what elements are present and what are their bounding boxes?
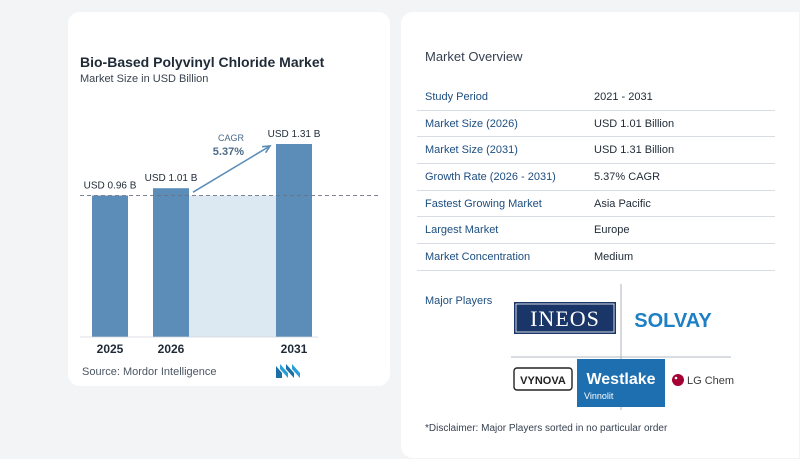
row-label: Growth Rate (2026 - 2031) [425, 170, 556, 183]
row-value: Europe [594, 224, 630, 237]
chart-title: Bio-Based Polyvinyl Chloride Market [80, 54, 325, 70]
table-row: Fastest Growing Market Asia Pacific [417, 191, 775, 218]
overview-table: Study Period 2021 - 2031 Market Size (202… [417, 84, 775, 271]
value-label: USD 0.96 B [84, 181, 137, 192]
row-label: Fastest Growing Market [425, 197, 542, 210]
bar-2025 [92, 195, 128, 337]
row-label: Largest Market [425, 224, 499, 237]
table-row: Study Period 2021 - 2031 [417, 84, 775, 111]
table-row: Growth Rate (2026 - 2031) 5.37% CAGR [417, 164, 775, 191]
westlake-logo: Westlake Vinnolit [577, 359, 665, 407]
value-label: USD 1.31 B [268, 129, 321, 140]
overview-card: Market Overview Study Period 2021 - 2031 … [401, 12, 799, 458]
cagr-value: 5.37% [213, 146, 244, 158]
lgchem-logo: LG Chem [672, 374, 734, 387]
row-label: Study Period [425, 90, 488, 103]
row-value: Medium [594, 250, 634, 263]
row-label: Market Size (2026) [425, 117, 518, 130]
source-note: Source: Mordor Intelligence [82, 366, 217, 378]
row-label: Market Concentration [425, 250, 531, 263]
cagr-label: CAGR [218, 133, 245, 143]
tick-label: 2031 [281, 342, 308, 356]
table-row: Market Size (2031) USD 1.31 Billion [417, 137, 775, 165]
player-logos: INEOS SOLVAY VYNOVA Westlake Vinnolit LG… [511, 284, 734, 410]
row-value: USD 1.31 Billion [594, 144, 675, 157]
vynova-logo: VYNOVA [513, 367, 573, 391]
bar-2026 [153, 188, 189, 337]
chart-subtitle: Market Size in USD Billion [80, 73, 209, 85]
disclaimer: *Disclaimer: Major Players sorted in no … [425, 423, 668, 434]
vinnolit-logo-text: Vinnolit [584, 391, 614, 401]
lg-logo-icon [672, 374, 684, 386]
table-row: Market Size (2026) USD 1.01 Billion [417, 111, 775, 138]
cagr-arrow [192, 145, 271, 193]
tick-label: 2026 [158, 342, 185, 356]
table-row: Largest Market Europe [417, 217, 775, 245]
tick-label: 2025 [97, 342, 124, 356]
solvay-logo-text: SOLVAY [634, 310, 712, 332]
bar-2031 [276, 144, 312, 337]
value-label: USD 1.01 B [145, 173, 198, 184]
westlake-logo-text: Westlake [586, 371, 655, 388]
lgchem-logo-text: LG Chem [687, 375, 734, 387]
growth-shade [189, 195, 276, 337]
row-label: Market Size (2031) [425, 144, 518, 157]
cagr-arrow-head [261, 145, 272, 154]
major-players-label: Major Players [425, 295, 493, 307]
overview-title: Market Overview [425, 49, 523, 64]
row-value: 5.37% CAGR [594, 170, 661, 183]
vynova-logo-text: VYNOVA [520, 375, 566, 387]
ineos-logo-text: INEOS [530, 306, 600, 331]
bar-chart: USD 0.96 B 2025 USD 1.01 B 2026 USD 1.31 B 20… [80, 129, 378, 356]
mordor-logo-icon [276, 364, 300, 378]
row-value: Asia Pacific [594, 197, 651, 210]
table-row: Market Concentration Medium [417, 244, 775, 271]
row-value: 2021 - 2031 [594, 90, 653, 103]
row-value: USD 1.01 Billion [594, 117, 675, 130]
ineos-logo: INEOS [514, 302, 616, 334]
chart-card: Bio-Based Polyvinyl Chloride Market Mark… [68, 12, 390, 386]
